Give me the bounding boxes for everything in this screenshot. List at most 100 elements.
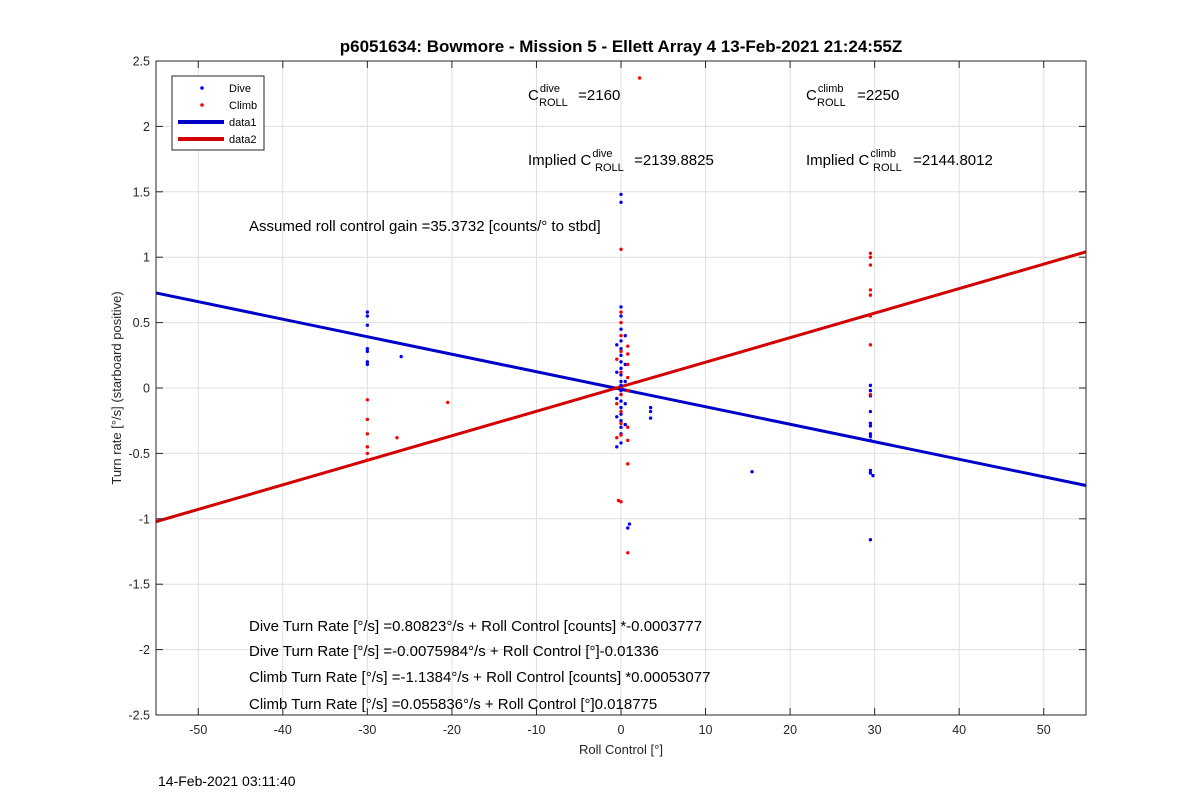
dive-point	[365, 362, 370, 367]
climb-point	[365, 451, 370, 456]
dive-point	[868, 468, 873, 473]
climb-degrees-equation: Climb Turn Rate [°/s] =0.055836°/s + Rol…	[249, 696, 657, 713]
climb-point	[868, 263, 873, 267]
climb-point	[619, 392, 623, 397]
climb-point	[626, 388, 630, 393]
climb-point	[868, 293, 873, 297]
y-tick-label: -0.5	[128, 447, 150, 461]
legend-data2-label: data2	[229, 134, 257, 146]
dive-point	[619, 419, 623, 423]
climb-counts-equation: Climb Turn Rate [°/s] =-1.1384°/s + Roll…	[249, 669, 710, 686]
roll-gain-text: Assumed roll control gain =35.3732 [coun…	[249, 218, 601, 235]
climb-point	[868, 343, 873, 347]
legend-data1-label: data1	[229, 117, 257, 129]
climb-point	[445, 400, 450, 405]
dive-point	[619, 425, 623, 429]
dive-point	[365, 314, 370, 318]
dive-point	[619, 441, 623, 445]
dive-point	[619, 347, 623, 351]
dive-point	[623, 422, 627, 427]
dive-point	[619, 379, 623, 384]
data-points	[365, 76, 875, 555]
y-tick-label: 0	[143, 382, 150, 396]
dive-point	[619, 383, 623, 388]
dive-point	[615, 343, 619, 347]
dive-point	[626, 526, 630, 530]
legend: Dive Climb data1 data2	[171, 75, 265, 151]
climb-point	[619, 409, 623, 414]
climb-point	[619, 333, 623, 338]
climb-point	[626, 375, 630, 380]
y-tick-label: -1	[139, 512, 150, 526]
climb-point	[626, 462, 630, 466]
x-tick-label: -30	[358, 723, 376, 737]
y-tick-label: 2.5	[133, 55, 150, 69]
legend-dive-marker	[200, 86, 204, 90]
dive-point	[868, 421, 873, 426]
climb-point	[626, 362, 630, 367]
climb-point	[619, 310, 623, 314]
x-tick-label: 50	[1037, 723, 1051, 737]
y-tick-label: -2	[139, 643, 150, 657]
dive-point	[615, 415, 619, 419]
y-tick-label: 2	[143, 120, 150, 134]
dive-point	[619, 200, 623, 204]
dive-point	[648, 409, 653, 414]
dive-point	[868, 424, 873, 428]
climb-point	[619, 500, 623, 504]
climb-point	[868, 255, 873, 259]
dive-point	[619, 353, 623, 357]
y-tick-label: 1.5	[133, 185, 150, 199]
x-axis-label: Roll Control [°]	[579, 742, 663, 757]
climb-point	[626, 551, 630, 555]
dive-point	[619, 360, 623, 364]
y-tick-label: -1.5	[128, 578, 150, 592]
dive-point	[619, 366, 623, 371]
climb-point	[619, 370, 623, 375]
axis-ticks: -50 -40 -30 -20 -10 0 10 20 30 40 50-2.5-2-1.5-1-0…	[128, 55, 1086, 737]
dive-point	[868, 432, 873, 436]
climb-point	[395, 436, 399, 440]
climb-point	[868, 288, 873, 292]
dive-point	[619, 305, 623, 309]
dive-point	[619, 412, 623, 416]
dive-point	[619, 327, 623, 331]
climb-point	[615, 357, 619, 361]
dive-point	[868, 383, 873, 388]
y-tick-label: 1	[143, 251, 150, 265]
dive-point	[648, 405, 653, 410]
dive-point	[619, 405, 623, 410]
c-roll-dive-annotation: Cdive ROLL =2160	[528, 83, 620, 109]
chart-title: p6051634: Bowmore - Mission 5 - Ellett A…	[340, 37, 903, 56]
x-tick-label: 40	[952, 723, 966, 737]
climb-point	[626, 344, 630, 348]
dive-point	[868, 434, 873, 439]
dive-point	[615, 370, 619, 375]
climb-point	[365, 445, 370, 449]
climb-point	[365, 417, 370, 422]
x-tick-label: -50	[189, 723, 207, 737]
dive-point	[623, 401, 627, 406]
climb-point	[619, 421, 623, 426]
footer-timestamp: 14-Feb-2021 03:11:40	[158, 773, 296, 789]
dive-point	[868, 538, 873, 542]
dive-counts-equation: Dive Turn Rate [°/s] =0.80823°/s + Roll …	[249, 618, 702, 635]
dive-point	[615, 396, 619, 401]
climb-point	[868, 251, 873, 255]
climb-point	[868, 392, 873, 397]
x-tick-label: -20	[443, 723, 461, 737]
dive-point	[615, 445, 619, 449]
dive-point	[623, 379, 627, 384]
climb-point	[615, 401, 619, 406]
climb-point	[637, 76, 642, 80]
dive-point	[868, 438, 873, 443]
climb-point	[619, 247, 623, 252]
legend-dive-label: Dive	[229, 83, 251, 95]
dive-point	[619, 373, 623, 377]
dive-point	[365, 360, 370, 364]
dive-point	[623, 362, 627, 367]
dive-point	[619, 388, 623, 393]
dive-point	[627, 522, 632, 526]
climb-point	[365, 432, 370, 436]
